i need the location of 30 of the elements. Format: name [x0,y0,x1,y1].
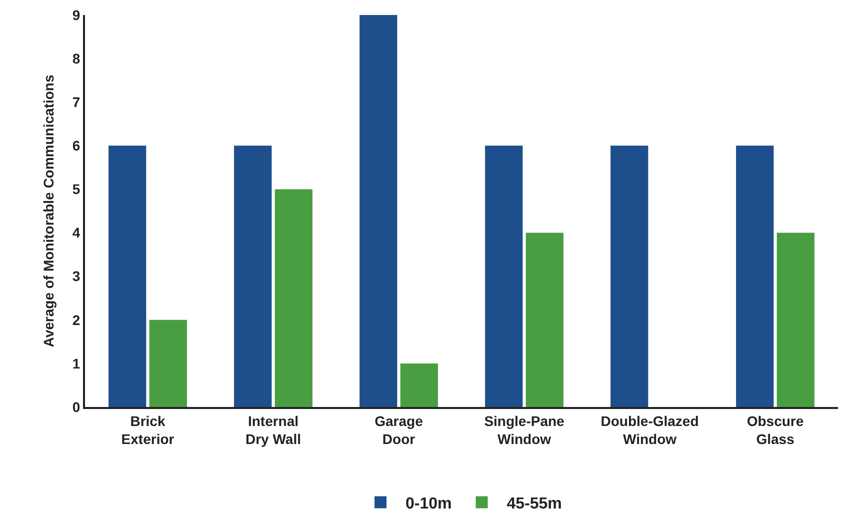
x-tick-label: Garage Door [374,412,424,447]
x-tick-label: Single-Pane Window [484,412,565,447]
legend-label: 0-10m [406,496,452,513]
x-tick-label: Internal Dry Wall [246,412,301,447]
y-tick-label: 5 [72,181,80,198]
bar [776,232,814,407]
x-tick-label: Brick Exterior [121,412,175,447]
legend-label: 45-55m [506,496,562,513]
x-tick-label: Obscure Glass [746,412,804,447]
x-tick-label: Double-Glazed Window [600,412,699,447]
y-tick-label: 7 [72,94,80,110]
bar [610,146,648,407]
y-tick-label: 2 [72,312,80,328]
bar [149,320,187,407]
y-tick-label: 3 [72,268,80,284]
y-axis-title: Average of Monitorable Communications [40,74,57,348]
bar [485,146,523,407]
bar [234,146,272,407]
bar [400,363,438,407]
bar [360,15,398,407]
y-tick-label: 1 [72,355,80,372]
y-tick-label: 6 [72,138,80,154]
y-tick-label: 8 [72,50,80,66]
bar [736,146,774,407]
y-tick-label: 4 [72,224,80,241]
bar [274,189,312,407]
y-tick-label: 0 [72,398,80,415]
bar [108,146,146,407]
y-tick-label: 9 [72,6,80,23]
bar [526,232,564,407]
